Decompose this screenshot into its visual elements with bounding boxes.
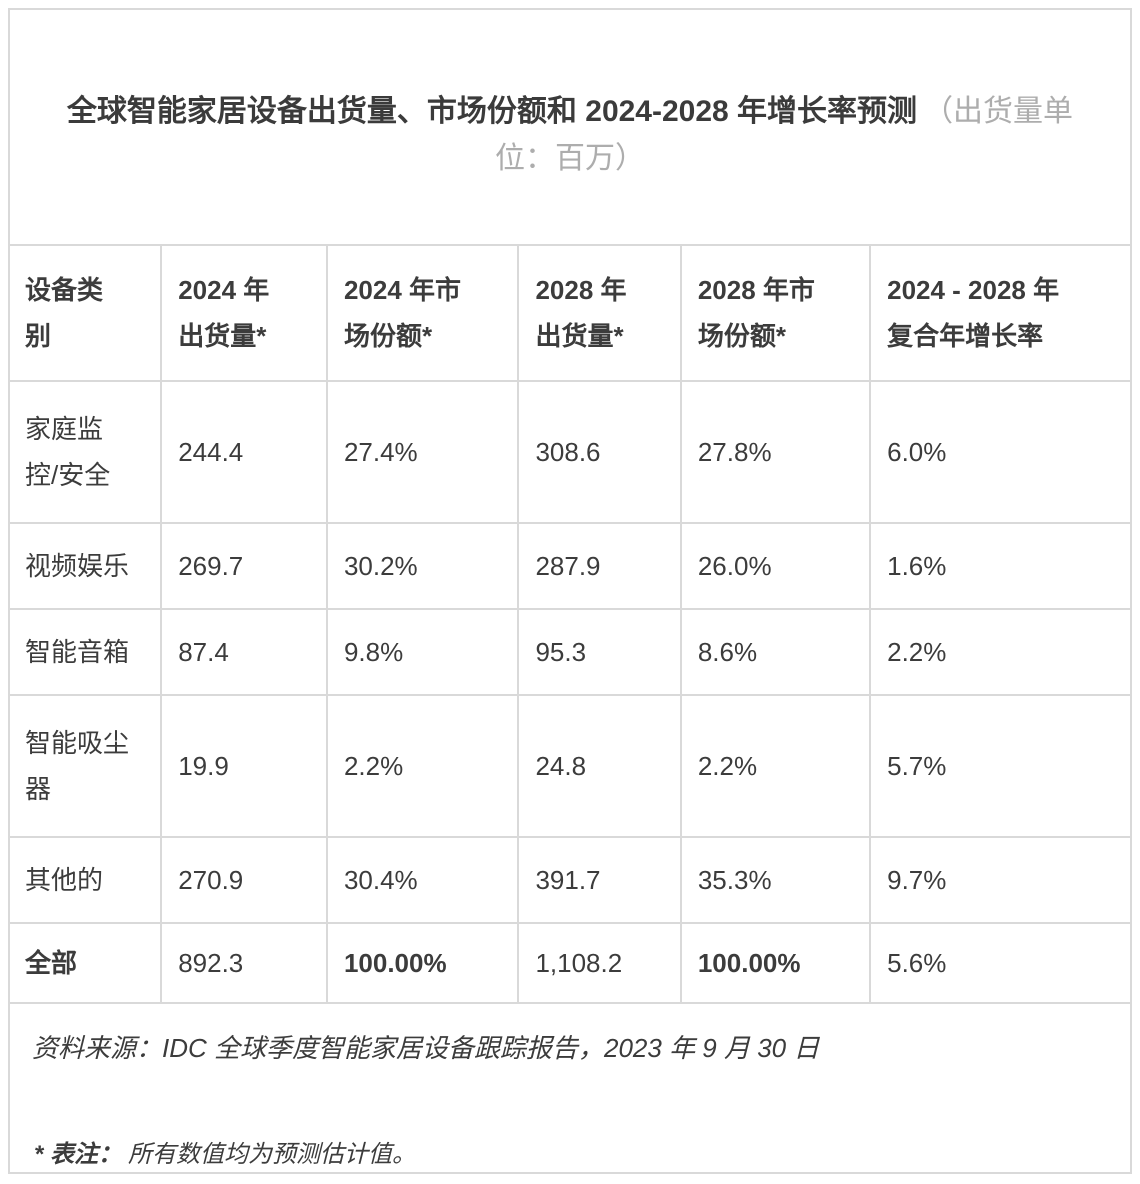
cell-cagr-total: 5.6% (869, 922, 1130, 1004)
header-2024-market-share: 2024 年市 场份额* (325, 244, 520, 382)
cell-2028-shipments: 287.9 (517, 522, 682, 610)
row-label: 智能吸尘器 (10, 694, 163, 838)
cell-cagr: 6.0% (869, 380, 1130, 524)
header-2028-shipments: 2028 年出货量* (517, 244, 682, 382)
header-device-category: 设备类别 (10, 244, 163, 382)
cell-2028-share: 27.8% (679, 380, 872, 524)
cell-2028-shipments: 308.6 (517, 380, 682, 524)
footnote-label: * 表注： (34, 1141, 123, 1168)
header-cagr: 2024 - 2028 年复合年增长率 (869, 244, 1130, 382)
table-row-smart-vacuum: 智能吸尘器 19.9 2.2% 24.8 2.2% 5.7% (10, 694, 1130, 838)
cell-cagr: 1.6% (869, 522, 1130, 610)
cell-2028-shipments-total: 1,108.2 (517, 922, 682, 1004)
cell-2028-share: 8.6% (679, 608, 872, 696)
cell-cagr: 2.2% (869, 608, 1130, 696)
footnote-text: 所有数值均为预测估计值。 (128, 1141, 417, 1168)
cell-2024-shipments: 244.4 (160, 380, 328, 524)
table-row-video-entertainment: 视频娱乐 269.7 30.2% 287.9 26.0% 1.6% (10, 522, 1130, 610)
header-2028-market-share: 2028 年市 场份额* (679, 244, 872, 382)
cell-2024-shipments: 270.9 (160, 836, 328, 924)
title-text: 全球智能家居设备出货量、市场份额和 2024-2028 年增长率预测 (66, 95, 918, 128)
cell-2024-shipments-total: 892.3 (160, 922, 328, 1004)
row-label-total: 全部 (10, 922, 163, 1004)
row-label: 视频娱乐 (10, 522, 163, 610)
table-row-smart-speaker: 智能音箱 87.4 9.8% 95.3 8.6% 2.2% (10, 608, 1130, 696)
cell-cagr: 5.7% (869, 694, 1130, 838)
cell-2024-shipments: 19.9 (160, 694, 328, 838)
cell-2028-share: 2.2% (679, 694, 872, 838)
cell-2024-share: 30.2% (325, 522, 520, 610)
header-2024-shipments: 2024 年出货量* (160, 244, 328, 382)
report-card: 全球智能家居设备出货量、市场份额和 2024-2028 年增长率预测 （出货量单位… (8, 8, 1132, 1174)
cell-2024-share-total: 100.00% (325, 922, 520, 1004)
row-label: 家庭监 控/安全 (10, 380, 163, 524)
source-note: 资料来源：IDC 全球季度智能家居设备跟踪报告，2023 年 9 月 30 日 (32, 1033, 820, 1063)
cell-2028-shipments: 24.8 (517, 694, 682, 838)
title-unit-note: （出货量单位：百万） (495, 95, 1074, 175)
row-label: 其他的 (10, 836, 163, 924)
cell-2024-shipments: 269.7 (160, 522, 328, 610)
table-header-row: 设备类别 2024 年出货量* 2024 年市 场份额* 2028 年出货量* 2… (10, 244, 1130, 382)
table-row-others: 其他的 270.9 30.4% 391.7 35.3% 9.7% (10, 836, 1130, 924)
cell-2028-share-total: 100.00% (679, 922, 872, 1004)
cell-2028-share: 35.3% (679, 836, 872, 924)
cell-2024-share: 2.2% (325, 694, 520, 838)
cell-2028-shipments: 95.3 (517, 608, 682, 696)
footnote: * 表注： 所有数值均为预测估计值。 (34, 1138, 1110, 1172)
table-row-home-monitoring: 家庭监 控/安全 244.4 27.4% 308.6 27.8% 6.0% (10, 380, 1130, 524)
table-row-total: 全部 892.3 100.00% 1,108.2 100.00% 5.6% (10, 922, 1130, 1004)
cell-cagr: 9.7% (869, 836, 1130, 924)
cell-2028-share: 26.0% (679, 522, 872, 610)
forecast-table: 设备类别 2024 年出货量* 2024 年市 场份额* 2028 年出货量* 2… (10, 244, 1130, 1004)
cell-2024-share: 27.4% (325, 380, 520, 524)
cell-2024-share: 30.4% (325, 836, 520, 924)
row-label: 智能音箱 (10, 608, 163, 696)
cell-2024-shipments: 87.4 (160, 608, 328, 696)
page-title: 全球智能家居设备出货量、市场份额和 2024-2028 年增长率预测 （出货量单位… (40, 88, 1100, 182)
cell-2024-share: 9.8% (325, 608, 520, 696)
cell-2028-shipments: 391.7 (517, 836, 682, 924)
